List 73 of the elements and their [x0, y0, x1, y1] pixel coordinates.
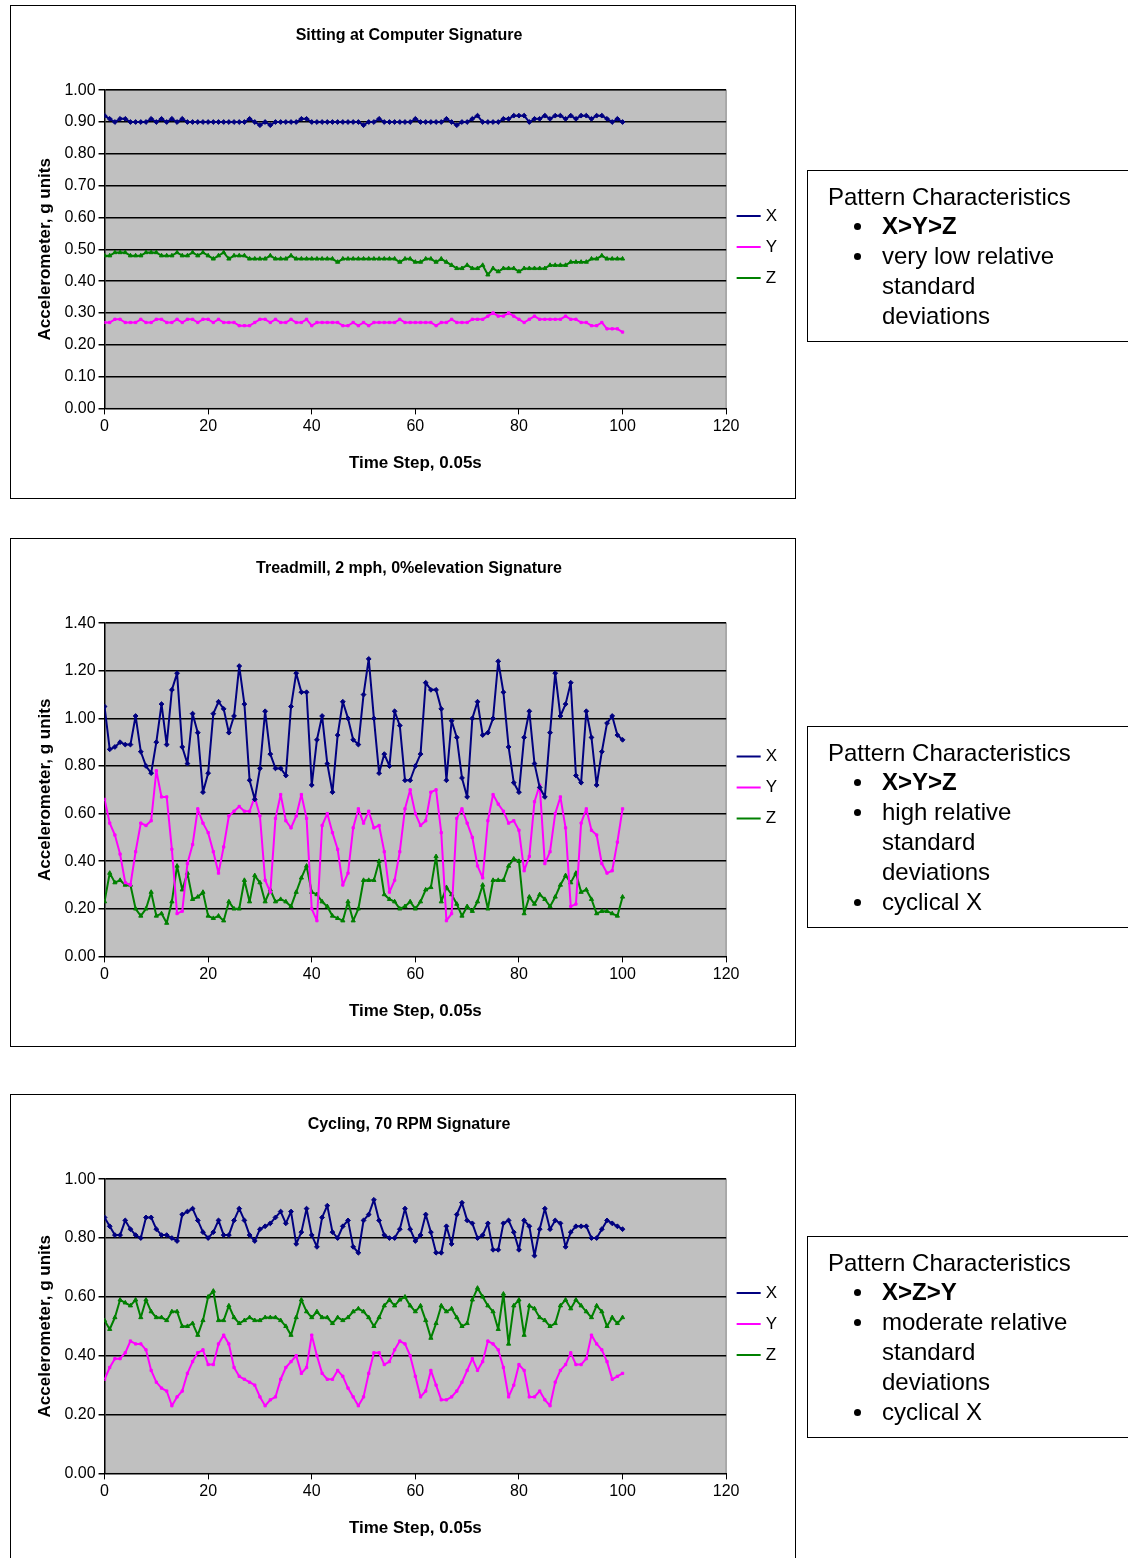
y-axis-title: Accelerometer, g units — [34, 698, 54, 881]
x-axis-title: Time Step, 0.05s — [348, 1001, 482, 1021]
legend-label: Y — [765, 777, 777, 797]
x-tick-label: 40 — [302, 417, 321, 435]
y-tick-label: 1.00 — [64, 1169, 96, 1187]
text: cyclical X — [882, 888, 983, 915]
x-tick-label: 120 — [712, 965, 740, 983]
y-tick-label: 0.80 — [64, 756, 96, 774]
x-tick-label: 100 — [609, 1482, 636, 1500]
x-tick-label: 60 — [406, 417, 425, 435]
y-axis-title: Accelerometer, g units — [34, 1235, 54, 1418]
y-tick-label: 0.60 — [64, 804, 96, 822]
x-tick-label: 20 — [199, 417, 218, 435]
chart-title: Sitting at Computer Signature — [295, 26, 523, 44]
x-tick-label: 80 — [510, 1482, 528, 1500]
legend-label: Y — [765, 236, 777, 256]
legend-label: Z — [765, 267, 777, 287]
x-tick-label: 100 — [609, 417, 636, 435]
y-tick-label: 1.20 — [64, 661, 96, 679]
y-tick-label: 0.60 — [64, 207, 96, 225]
y-tick-label: 0.20 — [64, 1404, 96, 1422]
y-tick-label: 0.90 — [64, 112, 96, 130]
y-tick-label: 0.00 — [64, 1463, 96, 1481]
x-tick-label: 0 — [100, 1482, 110, 1500]
x-axis-title: Time Step, 0.05s — [348, 1518, 482, 1538]
legend-label: Z — [765, 1344, 777, 1364]
y-tick-label: 0.10 — [64, 366, 96, 384]
x-tick-label: 60 — [406, 1482, 425, 1500]
x-tick-label: 0 — [100, 417, 110, 435]
chart-title: Treadmill, 2 mph, 0%elevation Signature — [256, 559, 563, 577]
y-tick-label: 0.20 — [64, 335, 96, 353]
x-tick-label: 60 — [406, 965, 425, 983]
y-tick-label: 0.40 — [64, 1346, 96, 1364]
x-tick-label: 20 — [199, 965, 218, 983]
chart-title: Cycling, 70 RPM Signature — [307, 1115, 511, 1133]
y-tick-label: 0.80 — [64, 1228, 96, 1246]
legend-label: X — [765, 205, 777, 225]
y-tick-label: 0.30 — [64, 303, 96, 321]
x-tick-label: 100 — [609, 965, 636, 983]
x-tick-label: 0 — [100, 965, 110, 983]
x-tick-label: 120 — [712, 1482, 740, 1500]
text: cyclical X — [882, 1398, 983, 1425]
legend-label: Y — [765, 1313, 777, 1333]
y-tick-label: 0.70 — [64, 176, 96, 194]
x-axis-title: Time Step, 0.05s — [348, 453, 482, 473]
x-tick-label: 120 — [712, 417, 740, 435]
text: Pattern Characteristics — [828, 739, 1072, 767]
y-tick-label: 0.80 — [64, 144, 96, 162]
y-tick-label: 0.00 — [64, 946, 96, 964]
x-tick-label: 40 — [302, 1482, 321, 1500]
text: Pattern Characteristics — [828, 183, 1072, 211]
y-tick-label: 1.00 — [64, 80, 96, 98]
x-tick-label: 80 — [510, 965, 528, 983]
y-tick-label: 0.50 — [64, 239, 96, 257]
y-tick-label: 1.00 — [64, 708, 96, 726]
legend-label: X — [765, 1282, 777, 1302]
text: X>Z>Y — [882, 1278, 957, 1305]
legend-label: X — [765, 746, 777, 766]
x-tick-label: 80 — [510, 417, 528, 435]
x-tick-label: 20 — [199, 1482, 218, 1500]
text: X>Y>Z — [882, 768, 957, 795]
legend-label: Z — [765, 808, 777, 828]
y-axis-title: Accelerometer, g units — [34, 158, 54, 341]
y-tick-label: 0.20 — [64, 899, 96, 917]
y-tick-label: 0.00 — [64, 398, 96, 416]
text: Pattern Characteristics — [828, 1249, 1072, 1277]
text: X>Y>Z — [882, 212, 957, 239]
x-tick-label: 40 — [302, 965, 321, 983]
y-tick-label: 0.40 — [64, 851, 96, 869]
text: very low relative standard deviations — [882, 242, 1055, 329]
y-tick-label: 0.60 — [64, 1287, 96, 1305]
y-tick-label: 0.40 — [64, 271, 96, 289]
y-tick-label: 1.40 — [64, 613, 96, 631]
